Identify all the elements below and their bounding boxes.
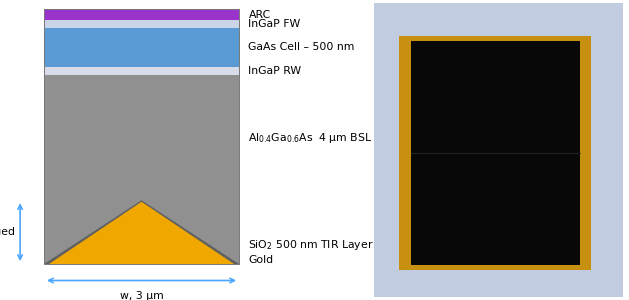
Bar — [44, 9, 239, 20]
Bar — [44, 67, 239, 75]
Bar — [44, 200, 239, 264]
Text: InGaP FW: InGaP FW — [248, 19, 301, 29]
Bar — [44, 9, 239, 264]
Bar — [374, 3, 623, 297]
Text: w, 3 μm: w, 3 μm — [120, 291, 164, 300]
Text: InGaP RW: InGaP RW — [248, 66, 301, 76]
Bar — [44, 20, 239, 28]
Polygon shape — [44, 200, 239, 264]
Text: GaAs Cell – 500 nm: GaAs Cell – 500 nm — [248, 42, 355, 52]
Text: Gold: Gold — [248, 254, 274, 265]
Text: Al$_{0.4}$Ga$_{0.6}$As  4 μm BSL: Al$_{0.4}$Ga$_{0.6}$As 4 μm BSL — [248, 130, 373, 145]
Bar — [44, 75, 239, 200]
Polygon shape — [49, 202, 234, 264]
Text: ARC: ARC — [248, 10, 270, 20]
Bar — [411, 41, 580, 265]
Text: h, changed: h, changed — [0, 227, 15, 237]
Bar — [44, 28, 239, 67]
Bar — [399, 36, 591, 270]
Text: SiO$_2$ 500 nm TIR Layer: SiO$_2$ 500 nm TIR Layer — [248, 238, 374, 252]
